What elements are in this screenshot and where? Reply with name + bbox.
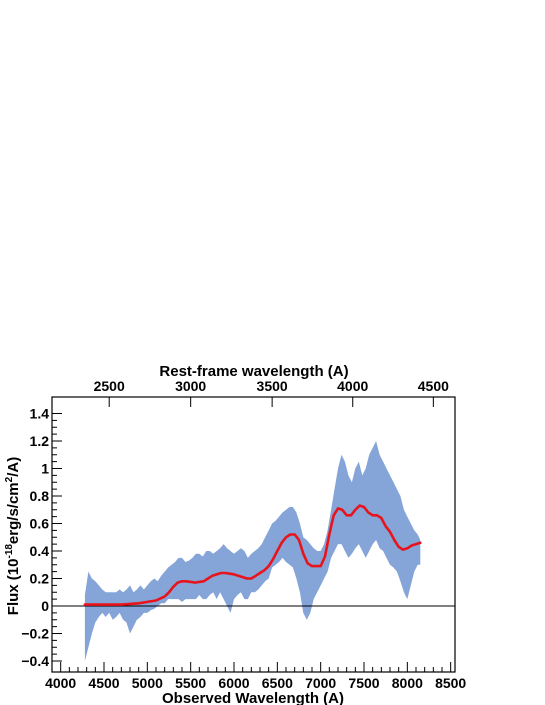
y-axis-title-exponent: -18 (4, 544, 15, 559)
x-tick-label: 8000 (392, 675, 423, 691)
plot-frame (51, 396, 456, 673)
top-tick-label: 4500 (418, 378, 449, 394)
y-tick-label: 0 (41, 598, 49, 614)
y-axis-title: Flux (10-18erg/s/cm2/A) (4, 457, 22, 615)
x-tick-label: 7000 (305, 675, 336, 691)
spectrum-band (84, 441, 421, 661)
spectrum-layer (84, 441, 421, 661)
y-tick-label: 1.4 (30, 406, 50, 422)
top-axis-title: Rest-frame wavelength (A) (159, 363, 348, 380)
tick-labels: 4000 4500 5000 5500 6000 6500 7000 7500 8000 8500… (21, 378, 466, 691)
y-axis-title-part-2: erg/s/cm (5, 482, 22, 544)
tick-marks (52, 397, 452, 672)
y-tick-label: 1.2 (30, 433, 50, 449)
y-axis-title-superscript: 2 (4, 476, 15, 482)
x-tick-label: 5000 (132, 675, 163, 691)
smooth-layer (83, 504, 422, 606)
top-tick-label: 2500 (94, 378, 125, 394)
x-axis-title: Observed Wavelength (A) (162, 690, 344, 705)
y-tick-label: 0.6 (30, 516, 50, 532)
x-tick-label: 5500 (175, 675, 206, 691)
y-tick-label: 0.2 (30, 571, 50, 587)
y-tick-label: 0.4 (30, 543, 50, 559)
x-tick-label: 7500 (348, 675, 379, 691)
x-tick-label: 6000 (218, 675, 249, 691)
x-tick-label: 4000 (45, 675, 76, 691)
x-tick-label: 4500 (88, 675, 119, 691)
x-tick-label: 8500 (435, 675, 466, 691)
y-tick-label: −0.2 (21, 626, 49, 642)
y-tick-label: −0.4 (21, 653, 49, 669)
y-tick-label: 0.8 (30, 488, 50, 504)
top-tick-label: 3500 (257, 378, 288, 394)
top-tick-label: 4000 (337, 378, 368, 394)
y-axis-title-part-3: /A) (5, 457, 22, 477)
top-tick-label: 3000 (175, 378, 206, 394)
y-axis-title-part-1: Flux (10 (5, 559, 22, 616)
smooth-fit-line (83, 504, 422, 606)
x-tick-label: 6500 (262, 675, 293, 691)
y-tick-label: 1 (41, 461, 49, 477)
